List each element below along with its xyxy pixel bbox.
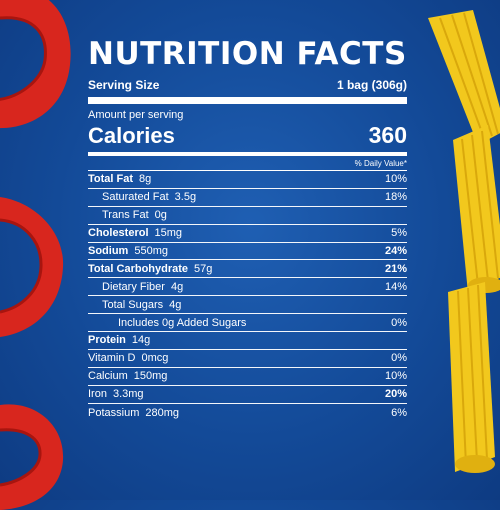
nutrient-amount: 550mg [134,245,168,257]
nutrient-row: Total Carbohydrate 57g 21% [88,260,407,279]
nutrient-name: Total Carbohydrate [88,262,189,275]
nutrient-amount: 8g [139,173,152,186]
calories-label: Calories [88,123,175,148]
nutrient-amount: 57g [194,262,213,275]
nutrient-name-cell: Includes 0g Added Sugars [88,317,246,329]
nutrient-daily-value: 6% [391,406,407,419]
nutrient-row: Includes 0g Added Sugars 0% [88,314,407,333]
nutrient-daily-value: 0% [391,352,407,365]
nutrient-name-cell: Iron 3.3mg [88,388,144,400]
nutrient-name: Dietary Fiber [102,280,165,293]
nutrient-row: Cholesterol 15mg 5% [88,225,407,243]
nutrition-facts-panel: NUTRITION FACTS Serving Size 1 bag (306g… [88,36,407,421]
nutrient-name-cell: Sodium 550mg [88,245,168,257]
red-pepper-slice-top [0,0,71,129]
nutrient-name: Iron [88,388,107,401]
nutrient-row: Saturated Fat 3.5g 18% [88,189,407,207]
nutrient-row: Protein 14g [88,332,407,350]
nutrient-row: Trans Fat 0g [88,207,407,225]
nutrient-name: Trans Fat [102,209,149,222]
daily-value-header: % Daily Value* [88,156,407,171]
nutrient-name: Total Fat [88,173,134,186]
nutrient-name: Includes 0g Added Sugars [118,316,247,329]
penne-pasta-bottom [448,282,495,473]
calories-row: Calories 360 [88,122,407,152]
divider-medium [88,152,407,156]
nutrient-daily-value: 10% [384,370,407,383]
divider-thick [88,97,407,104]
nutrient-amount: 0g [154,209,167,222]
nutrient-row: Sodium 550mg 24% [88,243,407,261]
nutrient-daily-value: 24% [384,245,407,257]
nutrient-daily-value: 5% [391,227,407,240]
nutrient-name: Potassium [88,406,140,419]
nutrient-name-cell: Total Carbohydrate 57g [88,263,212,275]
nutrient-amount: 4g [169,298,182,311]
serving-size-value: 1 bag (306g) [336,78,407,92]
nutrient-row: Dietary Fiber 4g 14% [88,278,407,297]
nutrient-name: Saturated Fat [102,191,169,204]
nutrient-daily-value: 20% [384,388,407,401]
nutrient-row: Calcium 150mg 10% [88,368,407,386]
nutrient-name-cell: Vitamin D 0mcg [88,352,168,364]
serving-size-row: Serving Size 1 bag (306g) [88,78,407,92]
nutrient-amount: 3.3mg [112,388,144,401]
amount-per-serving: Amount per serving [88,109,184,121]
nutrient-daily-value: 10% [384,173,407,186]
nutrient-row: Iron 3.3mg 20% [88,386,407,404]
nutrition-facts-title: NUTRITION FACTS [88,36,407,72]
nutrient-name: Calcium [88,370,128,383]
nutrient-name-cell: Potassium 280mg [88,407,179,419]
nutrient-name: Protein [88,334,126,347]
nutrient-amount: 14g [131,334,151,347]
nutrient-daily-value: 18% [384,191,407,204]
nutrient-name-cell: Dietary Fiber 4g [88,281,183,293]
nutrient-name-cell: Trans Fat 0g [88,209,167,221]
nutrient-name-cell: Protein 14g [88,334,150,346]
nutrient-daily-value: 14% [384,280,407,293]
nutrient-row: Total Fat 8g 10% [88,171,407,189]
nutrient-list: Total Fat 8g 10% Saturated Fat 3.5g 18% Trans … [88,171,407,421]
serving-size-label: Serving Size [88,78,160,92]
calories-value: 360 [368,122,407,148]
nutrient-name-cell: Total Fat 8g [88,173,151,185]
red-pepper-slice-bottom [0,404,64,510]
nutrient-daily-value: 21% [384,262,407,275]
nutrient-name-cell: Total Sugars 4g [88,299,181,311]
nutrient-amount: 15mg [154,227,183,240]
nutrient-amount: 0mcg [141,352,169,365]
nutrient-daily-value: 0% [391,316,407,329]
nutrient-name: Total Sugars [102,298,164,311]
nutrient-name: Vitamin D [88,352,136,365]
nutrient-row: Vitamin D 0mcg 0% [88,350,407,368]
nutrient-name-cell: Saturated Fat 3.5g [88,191,196,203]
nutrient-row: Total Sugars 4g [88,296,407,315]
nutrient-name: Cholesterol [88,227,149,240]
nutrient-amount: 4g [170,280,184,293]
nutrient-name-cell: Cholesterol 15mg [88,227,182,239]
nutrient-amount: 280mg [145,406,179,419]
red-pepper-slice-middle [0,197,64,337]
penne-pasta-top [428,10,500,145]
nutrient-name-cell: Calcium 150mg [88,370,167,382]
nutrient-amount: 150mg [133,370,168,383]
penne-pasta-middle [453,125,500,293]
nutrient-row: Potassium 280mg 6% [88,404,407,422]
nutrient-name: Sodium [88,245,129,257]
nutrient-amount: 3.5g [174,191,197,204]
